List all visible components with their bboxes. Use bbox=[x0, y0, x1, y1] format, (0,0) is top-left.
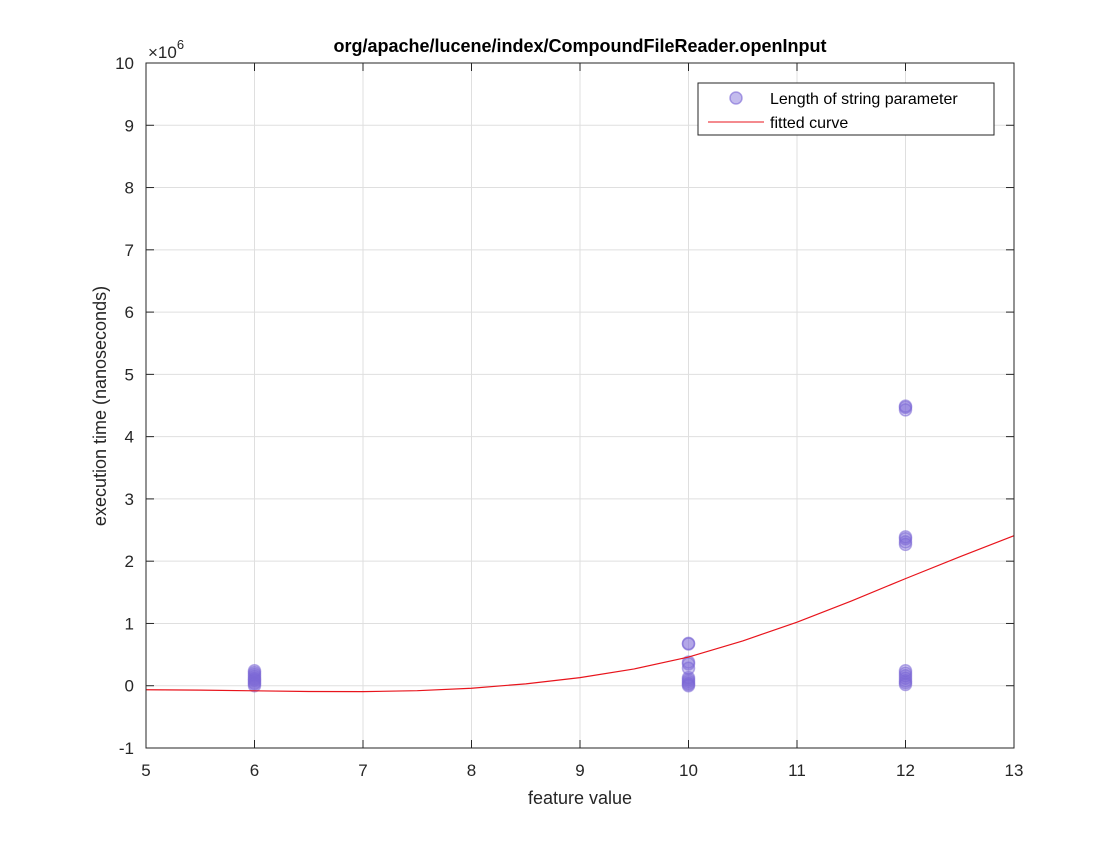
scatter-point bbox=[898, 664, 913, 678]
y-tick-label: 3 bbox=[125, 490, 134, 509]
x-tick-label: 5 bbox=[141, 761, 150, 780]
x-tick-label: 11 bbox=[788, 761, 806, 780]
scatter-point bbox=[681, 636, 696, 651]
fitted-curve-line bbox=[145, 535, 1015, 693]
y-tick-label: 6 bbox=[125, 303, 134, 322]
legend-box bbox=[697, 82, 995, 136]
scatter-point bbox=[898, 399, 913, 413]
scatter-point bbox=[681, 670, 696, 685]
y-axis-label: execution time (nanoseconds) bbox=[90, 286, 110, 526]
x-tick-label: 10 bbox=[679, 761, 698, 780]
y-multiplier: ×106 bbox=[148, 37, 184, 62]
y-multiplier-exponent: 6 bbox=[177, 37, 184, 52]
scatter-point bbox=[898, 530, 913, 544]
y-tick-label: 5 bbox=[125, 365, 134, 384]
x-tick-label: 8 bbox=[467, 761, 476, 780]
y-tick-label: 0 bbox=[125, 677, 134, 696]
y-tick-label: 7 bbox=[125, 241, 134, 260]
y-tick-label: 1 bbox=[125, 614, 134, 633]
legend-label-line: fitted curve bbox=[770, 115, 848, 132]
y-tick-label: 4 bbox=[125, 428, 134, 447]
y-tick-label: 2 bbox=[125, 552, 134, 571]
chart-title: org/apache/lucene/index/CompoundFileRead… bbox=[333, 36, 826, 56]
series-layer bbox=[145, 399, 1015, 693]
scatter-point bbox=[898, 535, 913, 549]
x-axis-label: feature value bbox=[528, 788, 632, 808]
legend: Length of string parameter fitted curve bbox=[697, 82, 995, 136]
x-tick-label: 13 bbox=[1005, 761, 1024, 780]
x-tick-label: 12 bbox=[896, 761, 915, 780]
legend-marker-scatter bbox=[729, 91, 743, 105]
legend-label-scatter: Length of string parameter bbox=[770, 91, 958, 108]
x-tick-label: 6 bbox=[250, 761, 259, 780]
scatter-series bbox=[247, 399, 913, 693]
scatter-point bbox=[681, 655, 696, 669]
x-tick-label: 7 bbox=[358, 761, 367, 780]
y-tick-label: 9 bbox=[125, 116, 134, 135]
y-tick-label: 10 bbox=[115, 54, 134, 73]
x-tick-label: 9 bbox=[575, 761, 584, 780]
y-tick-label: -1 bbox=[119, 739, 134, 758]
y-multiplier-base: ×10 bbox=[148, 43, 177, 62]
scatter-point bbox=[247, 664, 262, 678]
y-tick-label: 8 bbox=[125, 179, 134, 198]
